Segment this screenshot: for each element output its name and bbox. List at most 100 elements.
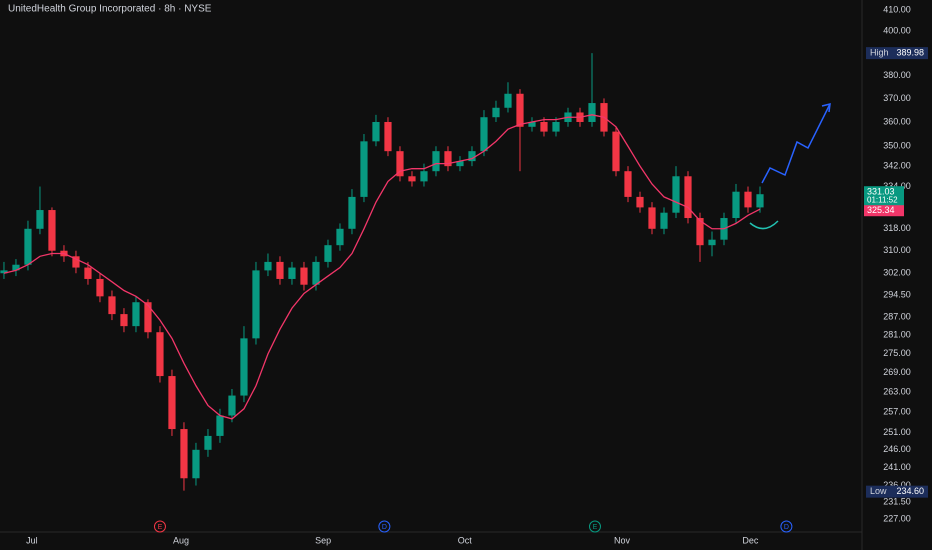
candle-body	[132, 302, 140, 327]
y-tick-label: 257.00	[883, 407, 911, 417]
candle-body	[696, 218, 704, 246]
y-tick-label: 360.00	[883, 116, 911, 126]
candle-body	[516, 93, 524, 127]
chart-title: UnitedHealth Group Incorporated · 8h · N…	[8, 4, 212, 15]
candle-body	[312, 261, 320, 285]
candle-body	[348, 196, 356, 229]
candle-body	[636, 196, 644, 208]
x-tick-label: Dec	[742, 535, 759, 545]
y-tick-label: 370.00	[883, 93, 911, 103]
candle-body	[108, 296, 116, 315]
arrow-head	[821, 103, 831, 113]
y-tick-label: 410.00	[883, 4, 911, 14]
y-tick-label: 263.00	[883, 387, 911, 397]
candle-body	[192, 449, 200, 479]
candle-body	[360, 141, 368, 197]
high-tag	[866, 47, 928, 60]
candle-body	[48, 210, 56, 251]
candle-body	[228, 395, 236, 416]
event-badge	[588, 520, 601, 533]
y-tick-label: 350.00	[883, 141, 911, 151]
candle-body	[480, 117, 488, 152]
high-value: 389.98	[896, 47, 924, 57]
y-tick-label: 281.00	[883, 330, 911, 340]
candle-body	[708, 239, 716, 246]
y-tick-label: 334.00	[883, 181, 911, 191]
event-letter: D	[382, 524, 387, 531]
candle-body	[252, 270, 260, 339]
candle-body	[72, 256, 80, 268]
y-tick-label: 227.00	[883, 513, 911, 523]
candle-body	[144, 302, 152, 333]
candle-body	[324, 245, 332, 262]
candle-body	[336, 228, 344, 246]
y-tick-label: 400.00	[883, 26, 911, 36]
candle-body	[732, 191, 740, 219]
y-tick-label: 380.00	[883, 70, 911, 80]
candle-body	[432, 151, 440, 172]
event-badge	[780, 520, 793, 533]
event-badge	[378, 520, 391, 533]
y-tick-label: 294.50	[883, 289, 911, 299]
last-price: 331.03	[867, 187, 895, 197]
candle-body	[0, 270, 8, 274]
cup-arc	[749, 220, 779, 230]
candle-body	[396, 151, 404, 177]
candle-body	[552, 121, 560, 132]
y-tick-label: 310.00	[883, 245, 911, 255]
candle-body	[588, 103, 596, 122]
candle-body	[408, 176, 416, 182]
candle-body	[24, 228, 32, 265]
event-letter: D	[784, 524, 789, 531]
candle-body	[216, 415, 224, 436]
event-letter: E	[158, 524, 163, 531]
candle-body	[624, 171, 632, 197]
last-price-tag	[864, 186, 904, 207]
candle-body	[156, 332, 164, 377]
candle-body	[180, 429, 188, 479]
ma-tag	[864, 205, 904, 217]
high-label: High	[870, 47, 889, 57]
low-label: Low	[870, 486, 887, 496]
candle-body	[684, 176, 692, 219]
candle-body	[672, 176, 680, 213]
y-tick-label: 275.00	[883, 348, 911, 358]
y-tick-label: 251.00	[883, 427, 911, 437]
candle-body	[300, 267, 308, 285]
candle-body	[504, 93, 512, 108]
y-tick-label: 231.50	[883, 496, 911, 506]
x-tick-label: Nov	[614, 535, 631, 545]
moving-average	[3, 114, 761, 420]
candle-body	[444, 151, 452, 167]
x-tick-label: Sep	[315, 535, 331, 545]
candle-body	[120, 314, 128, 327]
candle-body	[492, 107, 500, 118]
candle-body	[648, 207, 656, 229]
ma-value: 325.34	[867, 205, 895, 215]
candle-body	[36, 210, 44, 229]
candle-body	[528, 121, 536, 127]
candle-body	[12, 264, 20, 271]
candle-body	[240, 338, 248, 396]
candle-body	[84, 267, 92, 279]
candle-body	[756, 194, 764, 208]
y-tick-label: 241.00	[883, 462, 911, 472]
candle-body	[276, 261, 284, 279]
y-tick-label: 269.00	[883, 367, 911, 377]
candle-body	[168, 376, 176, 430]
x-tick-label: Aug	[173, 535, 189, 545]
candle-body	[456, 161, 464, 167]
candle-body	[420, 171, 428, 182]
low-value: 234.60	[896, 486, 924, 496]
candle-body	[744, 191, 752, 208]
y-tick-label: 236.00	[883, 480, 911, 490]
candle-body	[288, 267, 296, 279]
candle-body	[264, 261, 272, 271]
projection-arrow	[761, 103, 831, 184]
candle-body	[612, 131, 620, 172]
candle-body	[204, 435, 212, 450]
y-tick-label: 287.00	[883, 311, 911, 321]
x-tick-label: Jul	[26, 535, 38, 545]
